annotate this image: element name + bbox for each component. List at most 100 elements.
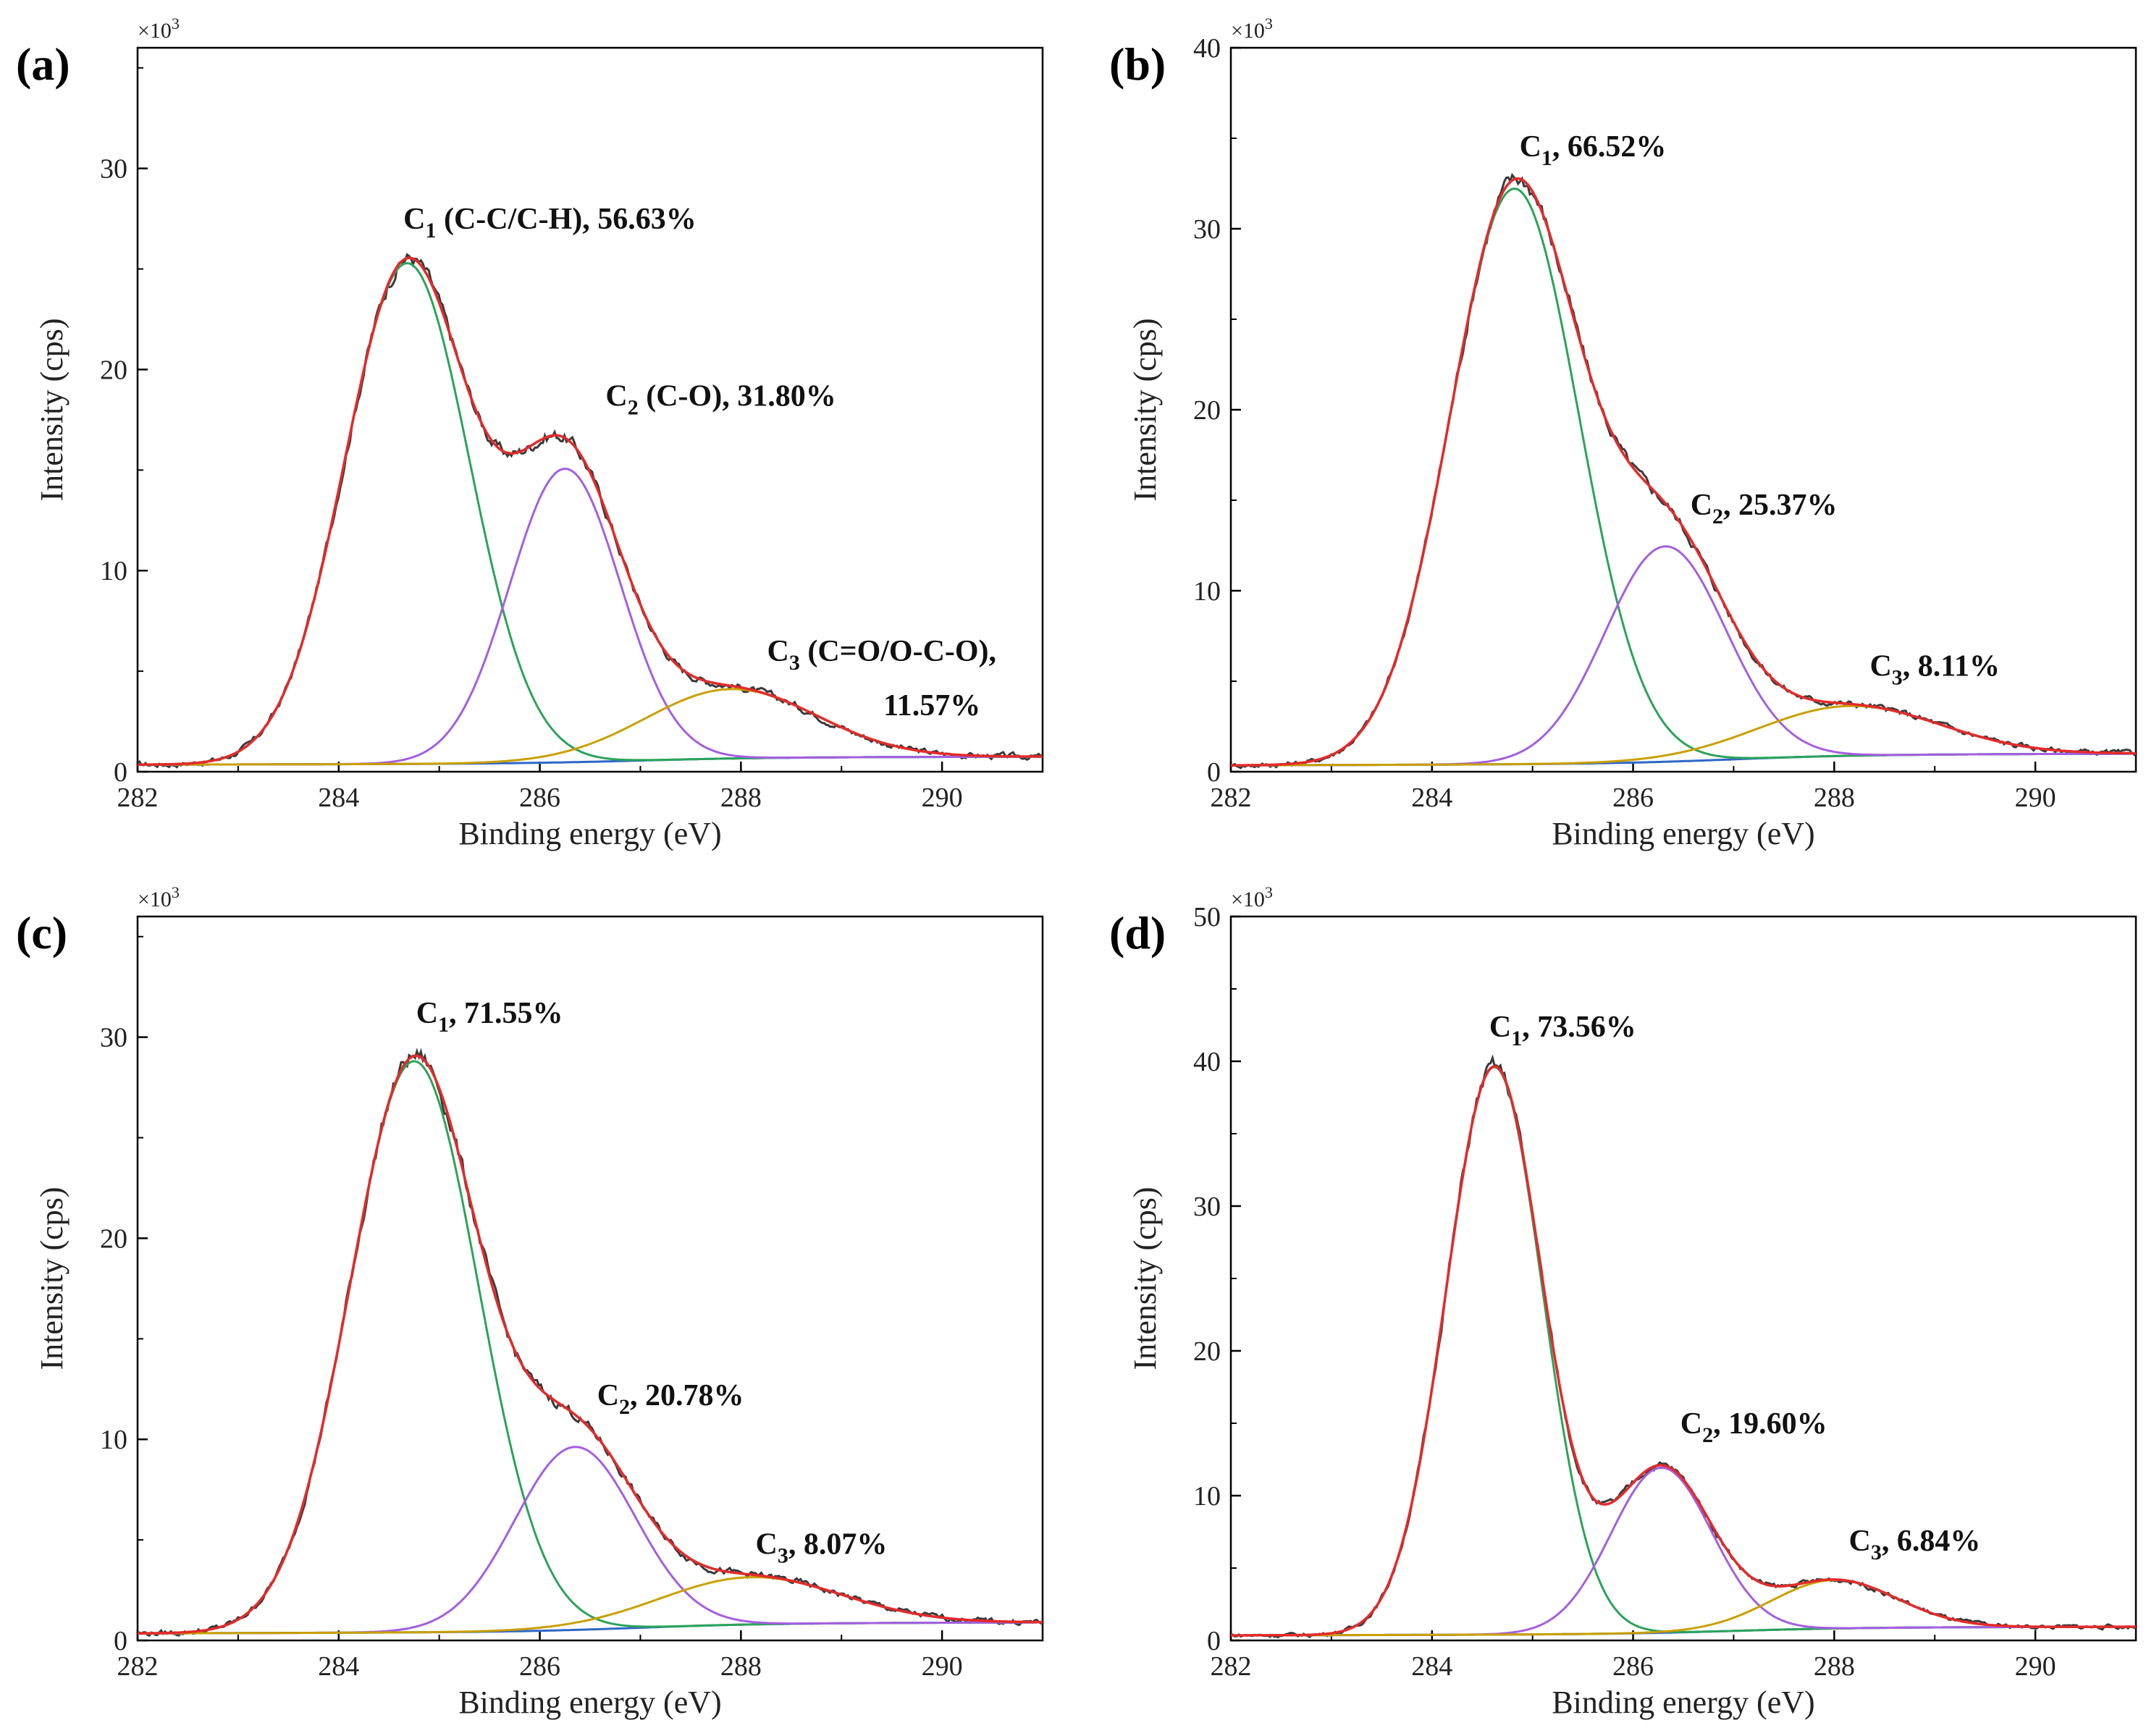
c1-component-line (1231, 1066, 2136, 1637)
peak-annotation: C2, 20.78% (597, 1379, 744, 1419)
plot-frame (1229, 915, 2137, 1642)
annotation-text: (C=O/O-C-O), (800, 635, 996, 668)
c1-component-line (138, 1060, 1043, 1635)
annotation-text: , 66.52% (1552, 130, 1667, 164)
fit-envelope-line (1231, 177, 2136, 767)
annotation-text: , 20.78% (630, 1379, 744, 1412)
annotation-subscript: 2 (1702, 1423, 1713, 1447)
x-tick-label: 290 (922, 783, 963, 813)
x-tick-label: 290 (2015, 1651, 2056, 1682)
annotation-main: C (767, 635, 788, 668)
y-multiplier-base: ×10 (1231, 888, 1265, 911)
plot-frame (136, 46, 1044, 773)
x-tick-label: 284 (318, 783, 359, 813)
c3-component-line (138, 1576, 1043, 1635)
y-tick-label: 10 (1193, 1481, 1221, 1512)
panel-c: (c) ×103 282 284 286 288 290 0 10 20 30 Binding ene… (0, 869, 1057, 1730)
panel-label: (a) (16, 38, 70, 90)
peak-annotation: C3, 8.11% (1869, 650, 2000, 690)
annotation-subscript: 3 (789, 651, 800, 675)
annotation-main: C (1869, 650, 1891, 683)
peak-annotation: C1, 66.52% (1520, 130, 1667, 170)
peak-annotation: C3, 6.84% (1849, 1525, 1981, 1564)
annotation-subscript: 3 (1871, 1541, 1882, 1564)
x-tick-label: 288 (720, 1651, 762, 1682)
annotation-subscript: 1 (425, 219, 436, 243)
raw-data-line (1231, 1054, 2136, 1639)
y-tick-label: 20 (100, 1223, 127, 1254)
y-tick-label: 20 (100, 355, 127, 385)
annotation-text: (C-C/C-H), 56.63% (436, 203, 696, 236)
annotation-subscript: 3 (778, 1544, 788, 1568)
y-multiplier-exp: 3 (172, 883, 180, 901)
y-axis-label: Intensity (cps) (1127, 1187, 1163, 1370)
panel-label: (c) (16, 907, 67, 958)
annotation-text: , 71.55% (449, 997, 563, 1030)
y-tick-label: 30 (100, 1023, 127, 1053)
raw-data-line (138, 1048, 1043, 1638)
y-tick-label: 10 (100, 556, 127, 586)
y-multiplier-base: ×10 (138, 19, 172, 43)
x-tick-label: 286 (1612, 783, 1654, 813)
c3-component-line (1231, 704, 2136, 767)
annotation-text: 11.57% (883, 689, 980, 722)
plot-frame (136, 915, 1044, 1642)
x-tick-label: 286 (1612, 1651, 1654, 1682)
c2-component-line (1231, 545, 2136, 767)
annotation-subscript: 2 (628, 395, 639, 419)
y-tick-label: 10 (100, 1425, 127, 1455)
x-tick-label: 286 (519, 783, 560, 813)
peak-annotation: 11.57% (883, 689, 980, 722)
peak-annotation: C3, 8.07% (756, 1528, 888, 1568)
x-tick-label: 290 (922, 1651, 963, 1682)
annotation-subscript: 1 (438, 1013, 449, 1037)
peak-annotation: C2, 19.60% (1680, 1407, 1827, 1447)
panel-label: (d) (1109, 907, 1166, 958)
annotation-main: C (1489, 1011, 1511, 1044)
x-axis-label: Binding energy (eV) (458, 1685, 721, 1720)
x-tick-label: 286 (519, 1651, 560, 1682)
y-tick-label: 40 (1193, 33, 1221, 64)
y-multiplier-exp: 3 (172, 14, 180, 33)
y-axis-label: Intensity (cps) (1127, 319, 1163, 502)
y-axis-label: Intensity (cps) (34, 1187, 70, 1370)
fit-envelope-line (1231, 1065, 2136, 1637)
peak-annotation: C3 (C=O/O-C-O), (767, 635, 996, 675)
annotation-text: (C-O), 31.80% (639, 379, 836, 413)
x-tick-label: 282 (117, 783, 159, 813)
x-tick-label: 282 (1211, 1651, 1252, 1682)
raw-data-line (1231, 172, 2136, 770)
annotation-subscript: 2 (1712, 505, 1723, 528)
y-tick-label: 0 (1207, 757, 1221, 788)
panel-b: (b) ×103 282 284 286 288 290 0 10 20 30 40 Binding e… (1093, 0, 2150, 861)
y-tick-label: 0 (114, 757, 127, 788)
annotation-main: C (1691, 489, 1712, 522)
c2-component-line (138, 1446, 1043, 1635)
annotation-subscript: 1 (1541, 146, 1552, 170)
plot-layer (1231, 1054, 2136, 1639)
x-tick-label: 282 (117, 1651, 159, 1682)
x-axis-label: Binding energy (eV) (1552, 816, 1814, 851)
plot-layer (138, 253, 1043, 769)
y-tick-label: 30 (100, 154, 127, 185)
annotation-text: , 19.60% (1713, 1407, 1827, 1441)
c1-component-line (1231, 187, 2136, 767)
background-line (1231, 752, 2136, 767)
y-tick-label: 30 (1193, 1192, 1221, 1222)
plot-layer (138, 1048, 1043, 1638)
y-tick-label: 50 (1193, 902, 1221, 932)
annotation-main: C (756, 1528, 778, 1562)
x-tick-label: 290 (2015, 783, 2056, 813)
peak-annotation: C2, 25.37% (1691, 489, 1838, 528)
peak-annotation: C1, 73.56% (1489, 1011, 1636, 1050)
y-multiplier-base: ×10 (138, 888, 172, 911)
c2-component-line (1231, 1466, 2136, 1637)
annotation-text: , 8.07% (788, 1528, 888, 1562)
annotation-main: C (1849, 1525, 1871, 1558)
y-tick-label: 20 (1193, 1336, 1221, 1367)
y-tick-label: 20 (1193, 395, 1221, 426)
peak-annotation: C1 (C-C/C-H), 56.63% (403, 203, 697, 243)
annotation-subscript: 2 (619, 1395, 630, 1419)
